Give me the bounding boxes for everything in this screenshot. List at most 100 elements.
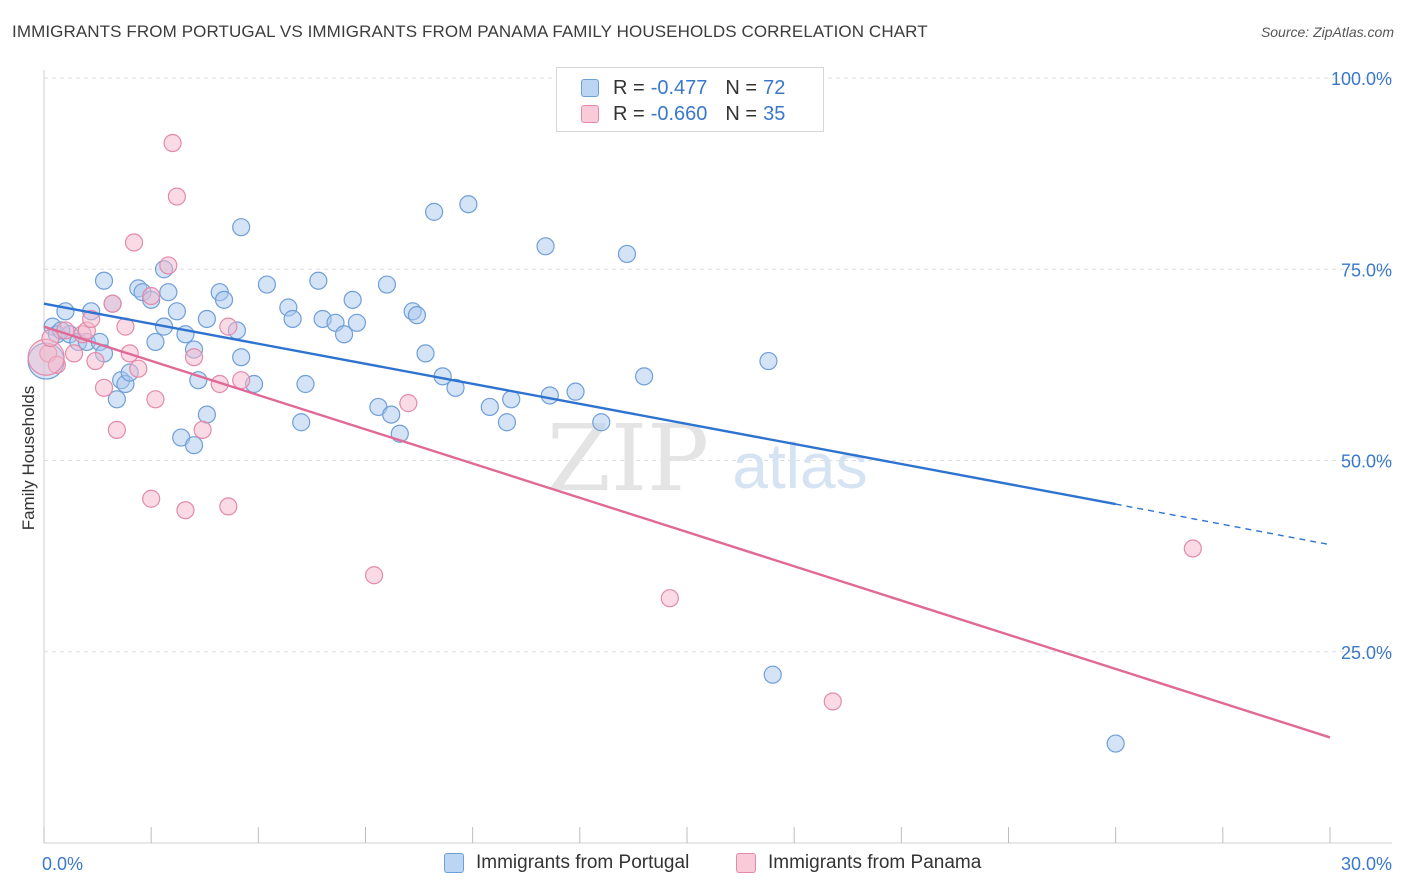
point-panama xyxy=(660,589,679,608)
point-portugal xyxy=(382,405,401,424)
point-panama xyxy=(399,394,418,413)
series-legend-portugal: Immigrants from Portugal xyxy=(444,852,689,874)
legend-n-label: N = xyxy=(725,102,758,125)
point-panama xyxy=(364,566,384,585)
point-portugal xyxy=(232,348,251,367)
point-panama xyxy=(193,420,212,439)
point-portugal xyxy=(146,332,165,352)
legend-n-label: N = xyxy=(725,76,758,99)
series-legend: Immigrants from Portugal Immigrants from… xyxy=(0,852,1406,878)
x-tick-label: 30.0% xyxy=(1341,854,1392,874)
point-portugal xyxy=(334,325,354,344)
point-panama xyxy=(41,329,60,348)
point-panama xyxy=(167,187,186,206)
chart-title: IMMIGRANTS FROM PORTUGAL VS IMMIGRANTS F… xyxy=(12,22,928,41)
legend-r-label: R = xyxy=(613,76,645,99)
y-axis-label: Family Households xyxy=(19,385,38,531)
point-panama xyxy=(82,309,101,329)
point-portugal xyxy=(407,306,427,325)
point-portugal xyxy=(416,344,435,363)
point-panama xyxy=(176,501,195,520)
point-panama xyxy=(142,286,161,306)
point-portugal xyxy=(257,275,277,294)
y-tick-label: 100.0% xyxy=(1331,69,1392,89)
point-portugal xyxy=(232,218,251,237)
legend-r-value: -0.660 xyxy=(650,102,708,125)
y-tick-label: 25.0% xyxy=(1341,643,1392,663)
trendline-portugal xyxy=(43,302,1116,506)
series-portugal-points xyxy=(27,195,1125,753)
legend-n-value: 72 xyxy=(763,76,786,99)
point-portugal xyxy=(497,413,517,432)
legend-swatch-portugal xyxy=(581,79,599,97)
point-portugal xyxy=(107,390,126,409)
point-portugal xyxy=(377,275,397,294)
point-panama xyxy=(129,359,148,378)
point-panama xyxy=(159,256,178,275)
point-portugal xyxy=(94,271,114,290)
point-portugal xyxy=(292,413,311,432)
point-panama xyxy=(86,351,105,371)
point-portugal xyxy=(540,386,559,405)
point-panama xyxy=(146,390,165,409)
point-portugal xyxy=(184,436,204,455)
point-portugal xyxy=(283,309,302,329)
y-tick-label: 75.0% xyxy=(1341,260,1392,280)
watermark: ZIP atlas xyxy=(547,405,868,512)
point-panama xyxy=(142,489,161,508)
point-portugal xyxy=(347,313,367,332)
point-portugal xyxy=(536,237,555,256)
watermark-atlas: atlas xyxy=(732,430,867,502)
y-tick-labels: 25.0% 50.0% 75.0% 100.0% xyxy=(1331,69,1392,663)
point-portugal xyxy=(197,405,216,424)
point-panama xyxy=(64,344,84,363)
point-portugal xyxy=(592,413,611,432)
trend-lines xyxy=(43,302,1331,739)
point-panama xyxy=(124,233,144,252)
point-portugal xyxy=(309,271,328,290)
point-portugal xyxy=(189,371,208,390)
point-panama xyxy=(232,371,251,390)
series-legend-panama: Immigrants from Panama xyxy=(736,852,981,874)
point-panama xyxy=(219,317,238,336)
x-tick-labels: 0.0% 30.0% xyxy=(42,854,1392,874)
point-portugal xyxy=(159,283,178,302)
legend-n-value: 35 xyxy=(763,102,786,125)
point-panama xyxy=(103,294,122,313)
point-portugal xyxy=(759,351,778,371)
point-portugal xyxy=(343,290,362,309)
correlation-legend: R = -0.477 N = 72 R = -0.660 N = 35 xyxy=(556,67,824,132)
point-panama xyxy=(184,348,204,367)
point-panama xyxy=(163,133,182,153)
series-legend-label-panama: Immigrants from Panama xyxy=(768,852,982,873)
point-portugal xyxy=(459,195,478,214)
trendline-portugal-extension xyxy=(1115,503,1331,546)
legend-row-panama: R = -0.660 N = 35 xyxy=(581,102,785,126)
point-portugal xyxy=(446,378,465,397)
legend-r-label: R = xyxy=(613,102,645,125)
point-portugal xyxy=(214,290,234,309)
legend-r-value: -0.477 xyxy=(650,76,708,99)
point-portugal xyxy=(566,382,585,401)
grid-layer xyxy=(44,77,1392,653)
point-portugal xyxy=(424,202,444,221)
x-tick-label: 0.0% xyxy=(42,854,83,874)
point-portugal xyxy=(635,367,654,386)
point-panama xyxy=(107,420,126,439)
point-panama xyxy=(94,378,114,397)
series-legend-swatch-portugal xyxy=(444,853,464,873)
axis-layer xyxy=(43,70,1392,844)
trendline-panama xyxy=(43,325,1331,739)
point-portugal xyxy=(763,665,782,684)
legend-swatch-panama xyxy=(581,105,599,123)
y-tick-label: 50.0% xyxy=(1341,452,1392,472)
point-portugal xyxy=(167,302,186,321)
point-panama xyxy=(1183,539,1202,558)
point-panama xyxy=(823,692,842,711)
source-note: Source: ZipAtlas.com xyxy=(1260,24,1394,40)
series-legend-label-portugal: Immigrants from Portugal xyxy=(476,852,690,873)
point-portugal xyxy=(480,397,499,417)
legend-row-portugal: R = -0.477 N = 72 xyxy=(581,76,785,100)
point-portugal xyxy=(1106,734,1125,753)
